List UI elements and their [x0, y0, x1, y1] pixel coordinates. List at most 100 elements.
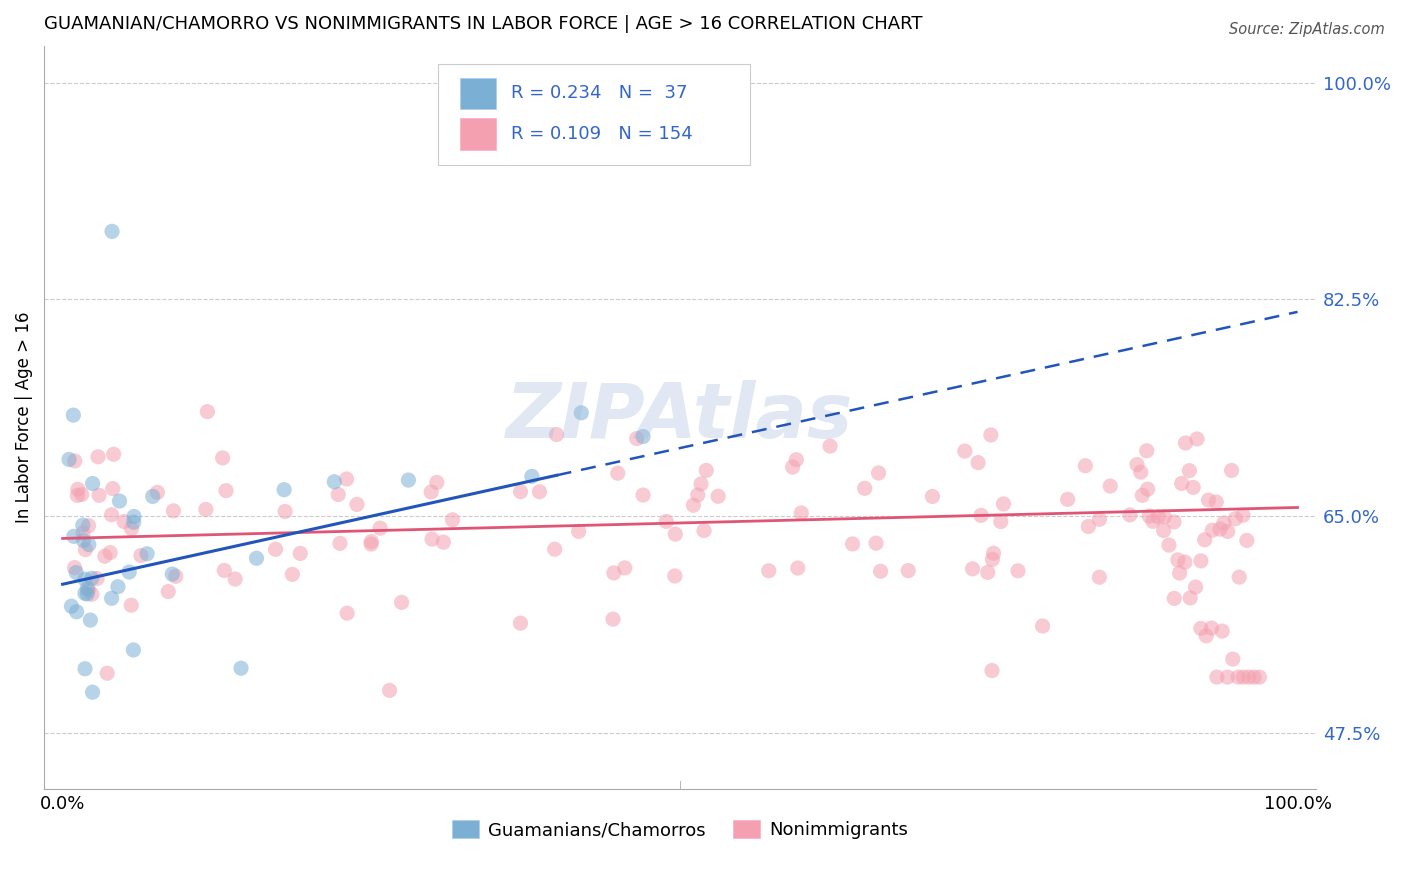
Point: [981, 664, 1004, 678]
Point: [529, 484, 551, 499]
Point: [544, 542, 567, 557]
Point: [664, 569, 686, 583]
Point: [613, 561, 636, 575]
Point: [112, 515, 135, 529]
Point: [1185, 432, 1208, 446]
Point: [73, 586, 96, 600]
Point: [1209, 522, 1232, 536]
Point: [1074, 458, 1097, 473]
Point: [921, 490, 943, 504]
Point: [1170, 476, 1192, 491]
Point: [1130, 488, 1153, 502]
Point: [360, 537, 382, 551]
Point: [509, 484, 531, 499]
Point: [79, 613, 101, 627]
Point: [693, 524, 716, 538]
Point: [63, 454, 86, 468]
Point: [520, 469, 543, 483]
Point: [1194, 533, 1216, 547]
Point: [162, 567, 184, 582]
Point: [631, 429, 654, 443]
Point: [1056, 492, 1078, 507]
Point: [66, 488, 89, 502]
Text: Source: ZipAtlas.com: Source: ZipAtlas.com: [1229, 22, 1385, 37]
Point: [1182, 480, 1205, 494]
Point: [1184, 580, 1206, 594]
Point: [1232, 670, 1254, 684]
Point: [63, 560, 86, 574]
Point: [368, 521, 391, 535]
Text: GUAMANIAN/CHAMORRO VS NONIMMIGRANTS IN LABOR FORCE | AGE > 16 CORRELATION CHART: GUAMANIAN/CHAMORRO VS NONIMMIGRANTS IN L…: [44, 15, 922, 33]
Point: [655, 515, 678, 529]
Point: [953, 444, 976, 458]
Point: [94, 549, 117, 564]
Legend: Guamanians/Chamorros, Nonimmigrants: Guamanians/Chamorros, Nonimmigrants: [444, 813, 915, 847]
Point: [1201, 621, 1223, 635]
Point: [1174, 436, 1197, 450]
Point: [360, 534, 382, 549]
Point: [103, 447, 125, 461]
Point: [336, 472, 359, 486]
Point: [441, 513, 464, 527]
Point: [1088, 570, 1111, 584]
Point: [686, 488, 709, 502]
Point: [142, 490, 165, 504]
Point: [868, 466, 890, 480]
Point: [122, 515, 145, 529]
Point: [65, 605, 87, 619]
Text: R = 0.234   N =  37: R = 0.234 N = 37: [510, 84, 688, 103]
Point: [782, 460, 804, 475]
Point: [1077, 519, 1099, 533]
Point: [336, 606, 359, 620]
Point: [245, 551, 267, 566]
Point: [214, 564, 236, 578]
Point: [72, 518, 94, 533]
Point: [1153, 509, 1175, 524]
Point: [990, 515, 1012, 529]
Point: [96, 666, 118, 681]
Point: [1137, 509, 1160, 524]
Point: [869, 564, 891, 578]
Point: [1205, 670, 1227, 684]
Point: [1147, 510, 1170, 524]
Point: [603, 566, 626, 580]
FancyBboxPatch shape: [460, 119, 496, 150]
Point: [60, 599, 83, 614]
Point: [962, 562, 984, 576]
Y-axis label: In Labor Force | Age > 16: In Labor Force | Age > 16: [15, 311, 32, 523]
Point: [101, 482, 124, 496]
Point: [1205, 495, 1227, 509]
Point: [87, 450, 110, 464]
Point: [328, 487, 350, 501]
Point: [224, 572, 246, 586]
Point: [602, 612, 624, 626]
Point: [970, 508, 993, 523]
Point: [290, 546, 312, 560]
Point: [108, 494, 131, 508]
Point: [420, 485, 443, 500]
Point: [229, 661, 252, 675]
Point: [1201, 523, 1223, 537]
Point: [329, 536, 352, 550]
Point: [1198, 493, 1220, 508]
Point: [664, 527, 686, 541]
Point: [1243, 670, 1265, 684]
Point: [76, 582, 98, 596]
Point: [396, 473, 419, 487]
Point: [1189, 554, 1212, 568]
FancyBboxPatch shape: [439, 64, 749, 164]
Point: [786, 561, 808, 575]
Point: [1163, 515, 1185, 529]
Point: [1180, 591, 1202, 605]
Text: ZIPAtlas: ZIPAtlas: [506, 380, 853, 454]
Point: [107, 580, 129, 594]
Point: [1136, 443, 1159, 458]
Point: [707, 489, 730, 503]
Point: [1195, 629, 1218, 643]
Point: [194, 502, 217, 516]
Point: [129, 549, 152, 563]
Point: [273, 483, 295, 497]
Point: [157, 584, 180, 599]
Point: [897, 564, 920, 578]
Point: [118, 565, 141, 579]
